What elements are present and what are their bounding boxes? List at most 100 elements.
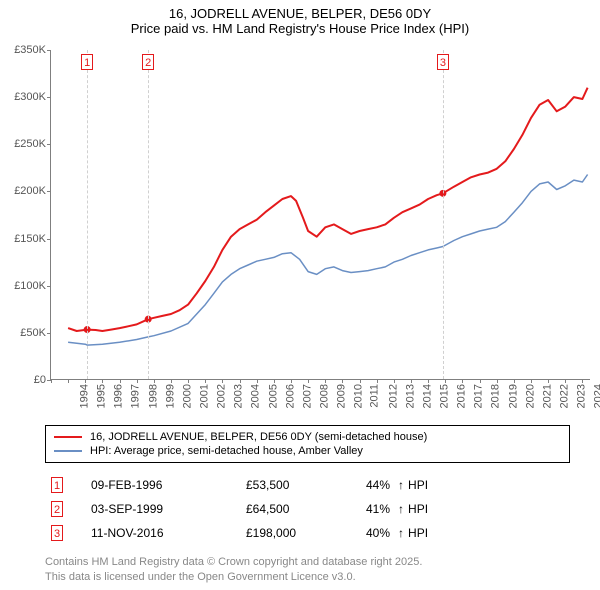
x-tick-label: 1994 [78,384,90,408]
x-tick-label: 1995 [96,384,108,408]
x-tick-label: 2001 [198,384,210,408]
x-tick-mark [428,379,429,383]
x-tick-label: 2013 [404,384,416,408]
legend-swatch [54,450,82,452]
sale-delta-suffix: HPI [408,502,428,516]
arrow-up-icon: ↑ [398,502,404,516]
attribution-line2: This data is licensed under the Open Gov… [45,570,570,585]
sale-delta-suffix: HPI [408,526,428,540]
chart-container: 16, JODRELL AVENUE, BELPER, DE56 0DY Pri… [0,0,600,590]
sale-date: 11-NOV-2016 [91,526,246,540]
sales-table: 109-FEB-1996£53,50044%↑HPI203-SEP-1999£6… [45,473,570,545]
attribution-line1: Contains HM Land Registry data © Crown c… [45,555,570,570]
x-tick-label: 2022 [558,384,570,408]
x-tick-mark [257,379,258,383]
x-tick-mark [308,379,309,383]
x-tick-label: 2018 [490,384,502,408]
x-tick-label: 2024 [593,384,600,408]
x-tick-mark [462,379,463,383]
arrow-up-icon: ↑ [398,478,404,492]
x-tick-mark [120,379,121,383]
x-tick-label: 2010 [353,384,365,408]
x-tick-label: 2007 [301,384,313,408]
x-tick-mark [342,379,343,383]
y-tick-mark [47,97,51,98]
title-sub: Price paid vs. HM Land Registry's House … [0,21,600,36]
legend-row: 16, JODRELL AVENUE, BELPER, DE56 0DY (se… [54,430,561,444]
sale-delta-suffix: HPI [408,478,428,492]
legend-label: 16, JODRELL AVENUE, BELPER, DE56 0DY (se… [90,431,427,443]
y-tick-label: £250K [1,138,46,150]
x-tick-label: 2009 [336,384,348,408]
sale-delta: 44%↑HPI [366,478,428,492]
chart-area: £0£50K£100K£150K£200K£250K£300K£350K1994… [50,50,590,380]
y-tick-mark [47,144,51,145]
x-tick-mark [85,379,86,383]
x-tick-mark [222,379,223,383]
x-tick-mark [240,379,241,383]
legend-row: HPI: Average price, semi-detached house,… [54,444,561,458]
y-tick-label: £50K [1,327,46,339]
x-tick-mark [582,379,583,383]
x-tick-mark [531,379,532,383]
x-tick-label: 1997 [130,384,142,408]
x-tick-mark [274,379,275,383]
sale-date: 09-FEB-1996 [91,478,246,492]
legend-label: HPI: Average price, semi-detached house,… [90,445,363,457]
y-tick-mark [47,286,51,287]
x-tick-label: 1996 [113,384,125,408]
x-tick-mark [102,379,103,383]
sale-row: 109-FEB-1996£53,50044%↑HPI [45,473,570,497]
x-tick-label: 2011 [369,384,381,408]
x-tick-label: 2012 [387,384,399,408]
x-tick-mark [411,379,412,383]
x-tick-mark [497,379,498,383]
sale-delta: 41%↑HPI [366,502,428,516]
event-line [87,50,88,379]
x-tick-mark [565,379,566,383]
x-tick-label: 1999 [164,384,176,408]
sale-row: 203-SEP-1999£64,50041%↑HPI [45,497,570,521]
x-tick-mark [377,379,378,383]
title-block: 16, JODRELL AVENUE, BELPER, DE56 0DY Pri… [0,0,600,36]
x-tick-mark [68,379,69,383]
sale-price: £64,500 [246,502,366,516]
bottom-block: 16, JODRELL AVENUE, BELPER, DE56 0DY (se… [45,425,590,585]
legend-swatch [54,436,82,438]
y-tick-label: £200K [1,185,46,197]
event-line [148,50,149,379]
x-tick-mark [171,379,172,383]
x-tick-mark [291,379,292,383]
sale-marker: 1 [51,477,63,493]
y-tick-label: £300K [1,91,46,103]
sale-price: £53,500 [246,478,366,492]
sale-marker: 2 [51,501,63,517]
x-tick-label: 2004 [250,384,262,408]
x-tick-mark [394,379,395,383]
event-line [443,50,444,379]
x-tick-label: 2021 [541,384,553,408]
y-tick-mark [47,333,51,334]
attribution: Contains HM Land Registry data © Crown c… [45,555,570,585]
x-tick-label: 2019 [507,384,519,408]
x-tick-label: 2000 [181,384,193,408]
x-tick-mark [514,379,515,383]
x-tick-label: 2008 [318,384,330,408]
x-tick-label: 2002 [216,384,228,408]
x-tick-mark [548,379,549,383]
y-tick-mark [47,50,51,51]
x-tick-mark [205,379,206,383]
sale-date: 03-SEP-1999 [91,502,246,516]
y-tick-mark [47,239,51,240]
x-tick-mark [360,379,361,383]
sale-price: £198,000 [246,526,366,540]
x-tick-mark [137,379,138,383]
legend-box: 16, JODRELL AVENUE, BELPER, DE56 0DY (se… [45,425,570,463]
event-marker: 1 [81,54,93,70]
y-tick-label: £0 [1,374,46,386]
x-tick-label: 2023 [576,384,588,408]
sale-marker: 3 [51,525,63,541]
event-marker: 3 [437,54,449,70]
x-tick-mark [445,379,446,383]
y-tick-label: £150K [1,233,46,245]
